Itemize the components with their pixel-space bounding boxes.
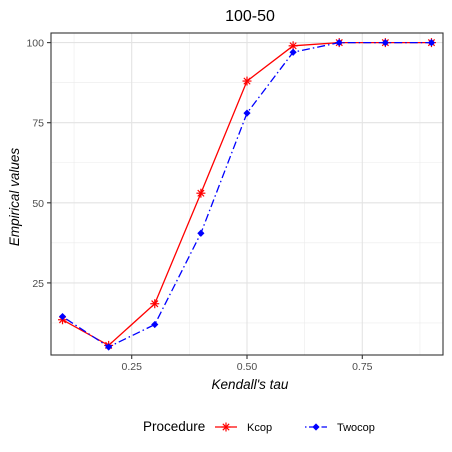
data-point-twocop — [197, 229, 205, 237]
y-tick-label: 75 — [32, 118, 44, 130]
x-tick-label: 0.25 — [121, 361, 142, 373]
data-point-twocop — [381, 39, 389, 47]
y-tick-label: 25 — [32, 278, 44, 290]
legend-label-kcop: Kcop — [247, 422, 272, 434]
y-axis-label: Empirical values — [7, 148, 22, 247]
data-point-twocop — [427, 39, 436, 47]
data-point-twocop — [105, 343, 113, 351]
legend-title: Procedure — [143, 419, 205, 434]
data-point-kcop — [242, 76, 252, 86]
x-tick-label: 0.50 — [237, 361, 258, 373]
data-point-twocop — [335, 39, 343, 47]
data-point-twocop — [151, 320, 159, 329]
plot-panel: 0.25 0.50 0.75 25 50 75 100 — [26, 32, 444, 373]
x-axis-label: Kendall's tau — [212, 377, 289, 392]
chart-title: 100-50 — [225, 8, 275, 25]
legend-label-twocop: Twocop — [337, 422, 375, 434]
data-point-twocop — [58, 312, 67, 321]
data-point-kcop — [288, 41, 298, 51]
y-tick-label: 100 — [26, 38, 44, 50]
legend: Procedure Kcop Twocop — [143, 419, 375, 434]
y-tick-label: 50 — [32, 198, 44, 210]
legend-key-marker-twocop — [312, 423, 320, 431]
data-point-twocop — [289, 48, 297, 56]
x-tick-label: 0.75 — [352, 361, 373, 373]
data-point-kcop — [150, 299, 160, 309]
data-point-twocop — [243, 109, 251, 117]
legend-key-marker-kcop — [221, 422, 231, 432]
data-point-kcop — [196, 188, 206, 198]
